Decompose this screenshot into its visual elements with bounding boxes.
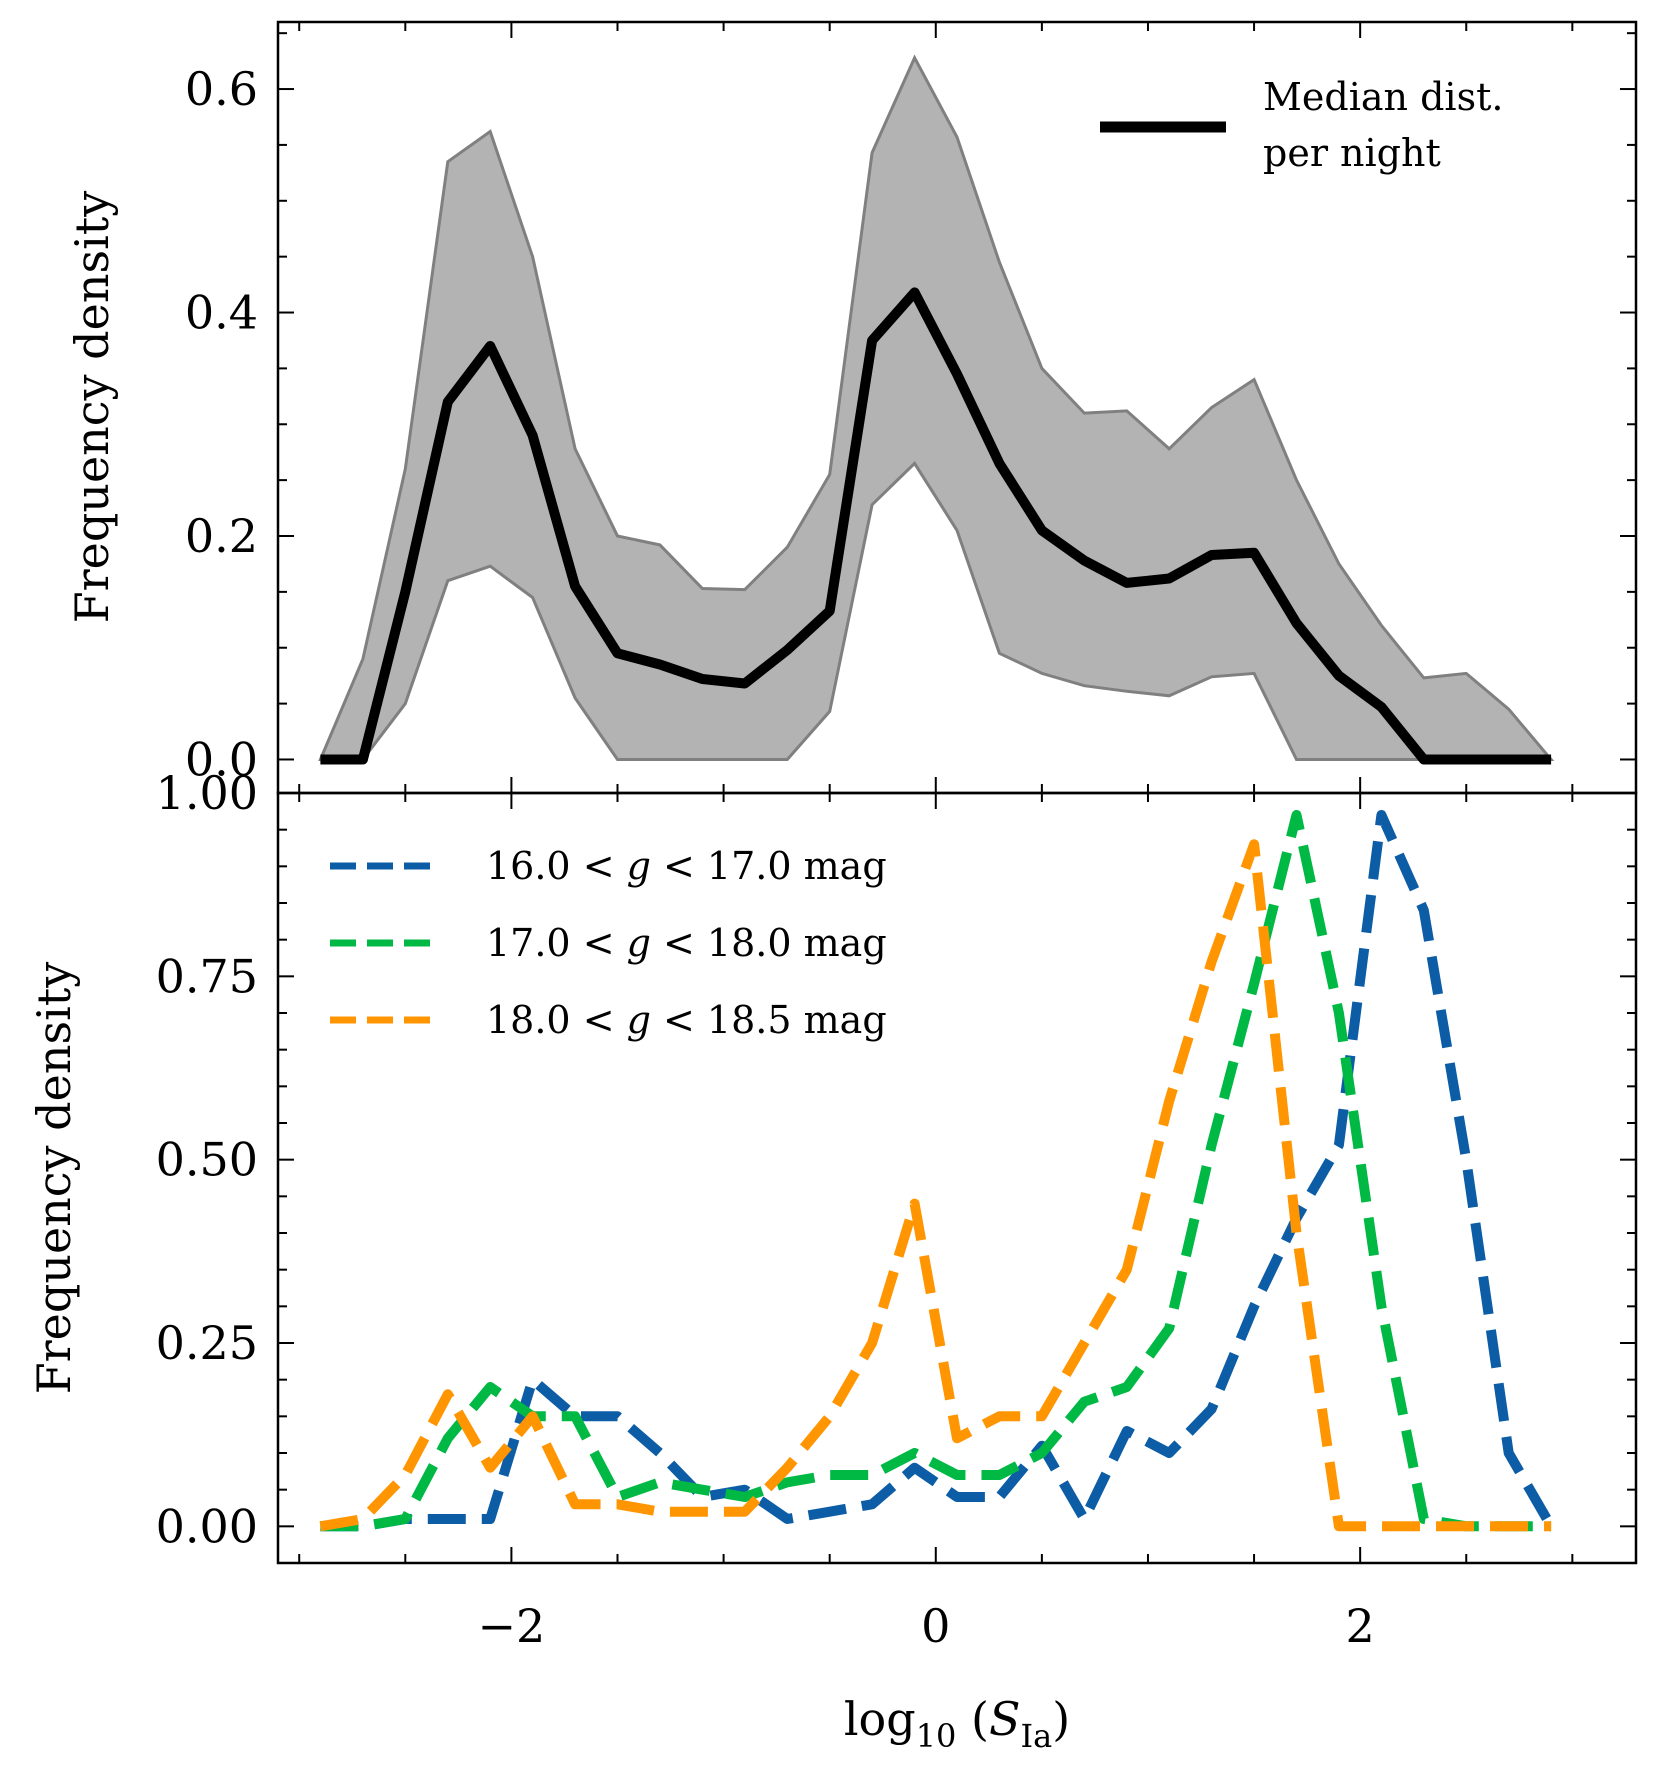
legend-label-3: 18.0 < g < 18.5 mag xyxy=(486,998,887,1042)
x-tick-label: −2 xyxy=(478,1599,546,1653)
bottom-panel: 0.00 0.25 0.50 0.75 1.00 −2 0 2 Frequency dens… xyxy=(27,766,1638,1755)
top-y-tick-label: 0.2 xyxy=(185,509,258,563)
top-median-lines xyxy=(320,287,1552,765)
x-axis-label: log10 (SIa) xyxy=(844,1692,1070,1755)
top-y-tick-label: 0.4 xyxy=(185,286,258,340)
top-y-tick-labels: 0.0 0.2 0.4 0.6 xyxy=(185,62,258,786)
median-line xyxy=(320,287,1552,765)
legend-label-median-line2: per night xyxy=(1263,131,1441,175)
bottom-y-tick-label: 0.75 xyxy=(156,949,258,1003)
bottom-series-lines xyxy=(319,810,1556,1532)
legend-label-1: 16.0 < g < 17.0 mag xyxy=(486,844,887,888)
top-panel: 0.0 0.2 0.4 0.6 Frequency density Median di… xyxy=(65,20,1638,795)
bottom-y-tick-label: 0.00 xyxy=(156,1499,258,1553)
bottom-y-tick-label: 0.25 xyxy=(156,1316,258,1370)
bottom-y-tick-label: 0.50 xyxy=(156,1133,258,1187)
top-y-tick-label: 0.6 xyxy=(185,62,258,116)
bottom-y-tick-labels: 0.00 0.25 0.50 0.75 1.00 xyxy=(156,766,258,1553)
bottom-legend: 16.0 < g < 17.0 mag 17.0 < g < 18.0 mag 18… xyxy=(330,844,887,1042)
top-y-axis-label: Frequency density xyxy=(65,191,119,624)
legend-label-2: 17.0 < g < 18.0 mag xyxy=(486,921,887,965)
bottom-ticks xyxy=(278,792,1636,1564)
top-y-tick-label: 0.0 xyxy=(185,732,258,786)
top-legend: Median dist. per night xyxy=(1100,75,1503,175)
series-line-2 xyxy=(320,810,1552,1532)
x-tick-label: 0 xyxy=(921,1599,950,1653)
bottom-x-tick-labels: −2 0 2 xyxy=(478,1599,1375,1653)
legend-label-median-line1: Median dist. xyxy=(1263,75,1503,119)
bottom-y-tick-label: 1.00 xyxy=(156,766,258,820)
series-line-3 xyxy=(319,839,1552,1532)
bottom-plot-frame xyxy=(276,791,1638,1565)
x-tick-label: 2 xyxy=(1346,1599,1375,1653)
top-ticks xyxy=(278,22,1636,793)
bottom-y-axis-label: Frequency density xyxy=(27,962,81,1395)
